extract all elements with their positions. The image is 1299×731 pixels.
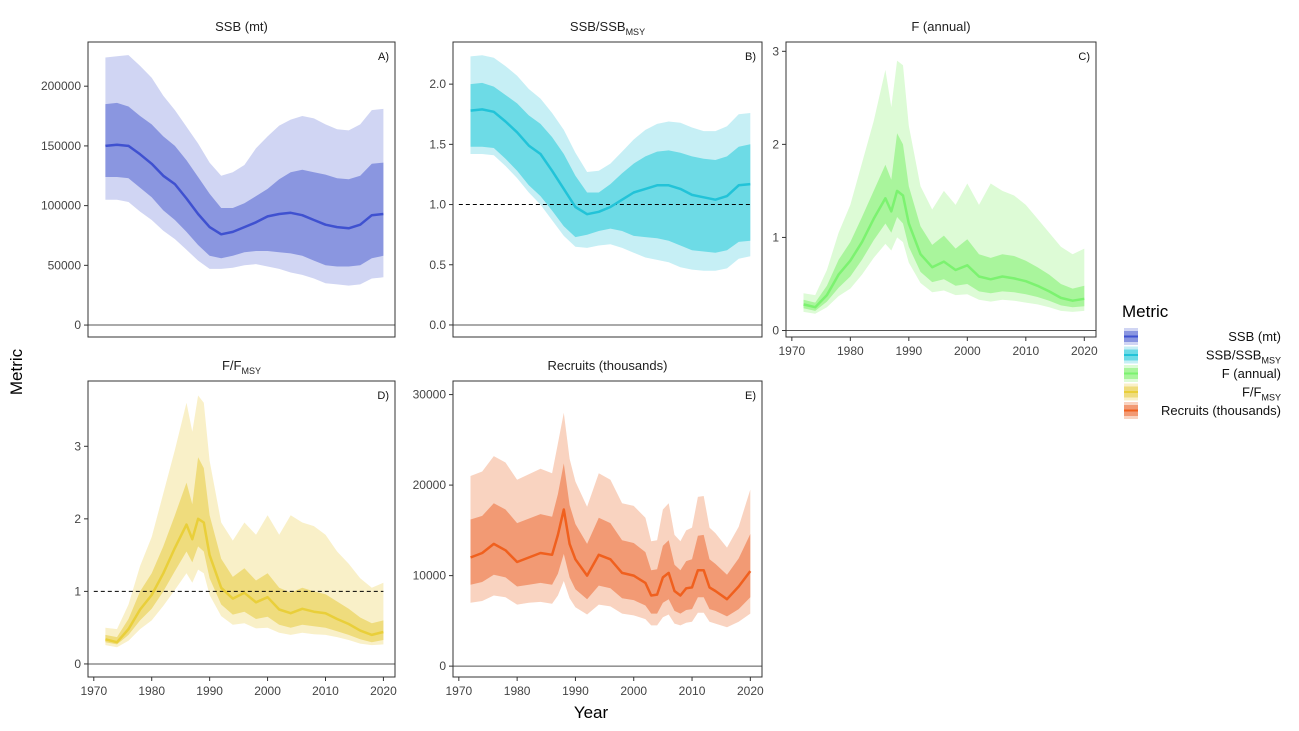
plot-area	[453, 55, 762, 326]
panel-3: F (annual) C) 0 1 2 3 1970 1980 1990 2000 2010 2020	[772, 19, 1098, 358]
y-tick-label: 2	[74, 512, 81, 526]
panel-border	[452, 41, 763, 338]
legend-entry: SSB/SSBMSY	[1124, 346, 1281, 366]
x-tick-label: 1980	[504, 684, 531, 698]
legend-entry: F (annual)	[1124, 365, 1281, 382]
panel-title: SSB (mt)	[215, 19, 268, 34]
median-line	[470, 108, 751, 216]
y-tick-label: 0	[439, 659, 446, 673]
plot-area	[453, 412, 762, 667]
y-tick-label: 10000	[413, 569, 447, 583]
x-tick-label: 1990	[895, 344, 922, 358]
x-tick-label: 2020	[370, 684, 397, 698]
y-tick-label: 1	[772, 230, 779, 244]
x-tick-label: 1990	[196, 684, 223, 698]
y-tick-label: 0	[74, 657, 81, 671]
y-tick-label: 1.0	[429, 198, 446, 212]
panel-2: SSB/SSBMSY B) 0.0 0.5 1.0 1.5 2.0	[429, 19, 763, 338]
x-tick-label: 2010	[679, 684, 706, 698]
y-tick-label: 0	[74, 318, 81, 332]
y-tick-label: 100000	[41, 199, 81, 213]
panel-4: F/FMSY D) 0 1 2 3 1970 1980 1990 2000 2010 2020	[74, 358, 397, 698]
panels: SSB (mt)A)050000100000150000200000SSB/SS…	[41, 19, 1098, 698]
y-tick-label: 30000	[413, 388, 447, 402]
y-axis-title: Metric	[7, 348, 26, 395]
panel-title: SSB/SSBMSY	[570, 19, 645, 37]
x-tick-label: 1980	[138, 684, 165, 698]
y-tick-label: 20000	[413, 478, 447, 492]
x-tick-label: 2020	[737, 684, 764, 698]
panel-border	[87, 41, 396, 338]
panel-tag: A)	[378, 51, 389, 63]
panel-title: F/FMSY	[222, 358, 261, 376]
y-tick-label: 50000	[48, 258, 82, 272]
x-tick-label: 1970	[445, 684, 472, 698]
y-tick-label: 3	[772, 44, 779, 58]
legend-entry: Recruits (thousands)	[1124, 402, 1281, 419]
legend-entry: F/FMSY	[1124, 383, 1281, 403]
panel-5: Recruits (thousands) E) 0 10000 20000 30000 19…	[413, 358, 764, 698]
legend-label: F (annual)	[1222, 366, 1281, 381]
y-tick-label: 2.0	[429, 77, 446, 91]
median-line	[105, 517, 384, 644]
legend-label: Recruits (thousands)	[1161, 403, 1281, 418]
plot-area	[88, 395, 395, 665]
y-tick-label: 150000	[41, 139, 81, 153]
band-50	[105, 102, 384, 267]
panel-border	[785, 41, 1097, 338]
band-95	[803, 60, 1085, 314]
plot-area	[786, 60, 1096, 331]
x-tick-label: 2000	[254, 684, 281, 698]
panel-1: SSB (mt) A) 0 50000 100000 150000 200000	[41, 19, 396, 338]
x-tick-label: 2010	[312, 684, 339, 698]
band-50	[470, 463, 751, 617]
y-tick-label: 200000	[41, 79, 81, 93]
y-tick-label: 2	[772, 137, 779, 151]
legend-entry: SSB (mt)	[1124, 328, 1281, 345]
panel-tag: C)	[1078, 51, 1090, 63]
y-tick-label: 1.5	[429, 137, 446, 151]
panel-tag: D)	[377, 390, 389, 402]
panel-title: Recruits (thousands)	[548, 358, 668, 373]
y-tick-label: 0.5	[429, 258, 446, 272]
x-tick-label: 2000	[954, 344, 981, 358]
plot-area	[88, 55, 395, 326]
median-line	[105, 143, 384, 236]
band-50	[803, 133, 1085, 311]
y-tick-label: 0.0	[429, 318, 446, 332]
x-tick-label: 1970	[80, 684, 107, 698]
median-line	[803, 189, 1085, 309]
x-tick-label: 1990	[562, 684, 589, 698]
panel-tag: B)	[745, 51, 756, 63]
x-tick-label: 2010	[1012, 344, 1039, 358]
x-axis-title: Year	[574, 703, 609, 722]
legend-label: F/FMSY	[1242, 385, 1281, 403]
x-tick-label: 2000	[620, 684, 647, 698]
legend-label: SSB/SSBMSY	[1206, 348, 1281, 366]
panel-border	[452, 380, 763, 678]
x-tick-label: 2020	[1071, 344, 1098, 358]
panel-border	[87, 380, 396, 678]
x-tick-label: 1970	[778, 344, 805, 358]
x-tick-label: 1980	[837, 344, 864, 358]
median-line	[470, 508, 752, 601]
panel-title: F (annual)	[911, 19, 970, 34]
y-tick-label: 1	[74, 584, 81, 598]
legend-title: Metric	[1122, 302, 1169, 321]
band-50	[105, 457, 384, 645]
y-tick-label: 3	[74, 439, 81, 453]
panel-tag: E)	[745, 390, 756, 402]
band-50	[470, 82, 751, 253]
y-tick-label: 0	[772, 323, 779, 337]
band-95	[105, 395, 384, 648]
legend-label: SSB (mt)	[1228, 329, 1281, 344]
